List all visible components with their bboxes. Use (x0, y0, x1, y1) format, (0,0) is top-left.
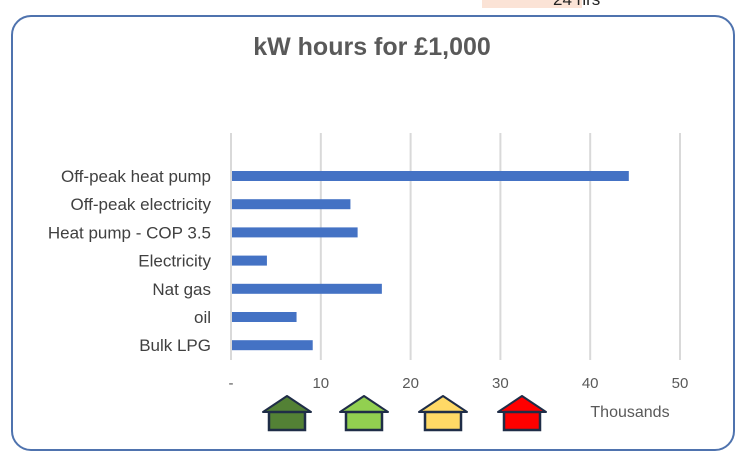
x-tick-label: 20 (402, 375, 419, 392)
x-tick-label: 10 (312, 375, 329, 392)
red-house-icon (502, 410, 542, 432)
bar (232, 283, 382, 294)
category-label: Nat gas (152, 280, 211, 299)
category-label: Bulk LPG (139, 336, 211, 355)
bar (232, 227, 358, 238)
bar (232, 171, 629, 181)
bar (232, 312, 297, 322)
background-cell-text: 24 hrs (553, 0, 600, 10)
x-tick-label: 40 (582, 375, 599, 392)
x-tick-label: 30 (492, 375, 509, 392)
yellow-house-icon (423, 410, 463, 432)
bar (232, 340, 313, 351)
bar (232, 255, 267, 266)
dark-green-house-icon (267, 410, 307, 432)
light-green-house-icon-roof (339, 395, 389, 413)
dark-green-house-icon-roof (262, 395, 312, 413)
background-cell (482, 0, 582, 8)
category-label: oil (194, 308, 211, 327)
light-green-house-icon (344, 410, 384, 432)
yellow-house-icon-roof (418, 395, 468, 413)
x-tick-label: - (229, 375, 234, 392)
category-label: Electricity (138, 252, 211, 271)
x-tick-label: 50 (672, 375, 689, 392)
display-unit-label: Thousands (590, 404, 669, 421)
red-house-icon-roof (497, 395, 547, 413)
category-label: Off-peak heat pump (61, 167, 211, 186)
chart-card[interactable] (11, 15, 735, 451)
chart-title: kW hours for £1,000 (253, 33, 491, 61)
category-label: Off-peak electricity (71, 195, 212, 214)
category-label: Heat pump - COP 3.5 (48, 223, 211, 242)
bar (232, 199, 351, 210)
